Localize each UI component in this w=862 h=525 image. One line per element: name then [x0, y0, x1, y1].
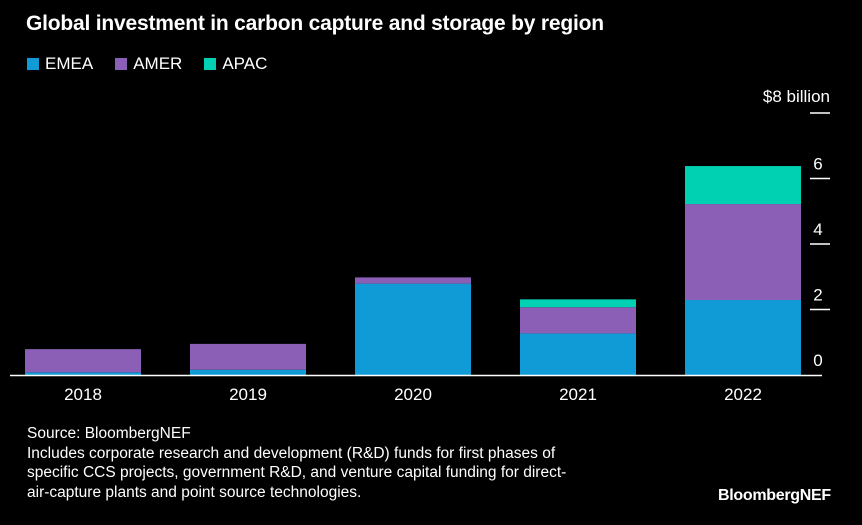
x-tick-label: 2022 [724, 385, 762, 404]
bar-emea-2019 [190, 369, 306, 375]
legend-label: EMEA [45, 54, 94, 73]
bar-amer-2020 [355, 277, 471, 284]
note-line: specific CCS projects, government R&D, a… [27, 464, 567, 481]
legend: EMEA AMER APAC [27, 54, 289, 74]
bar-emea-2021 [520, 333, 636, 375]
source-note: Source: BloombergNEF [27, 425, 191, 442]
legend-label: AMER [133, 54, 183, 73]
legend-swatch-amer [115, 58, 128, 70]
legend-item-emea: EMEA [27, 54, 93, 74]
bar-apac-2021 [520, 299, 636, 308]
bar-emea-2020 [355, 283, 471, 375]
chart-title: Global investment in carbon capture and … [26, 12, 604, 35]
bar-amer-2019 [190, 343, 306, 370]
x-tick-label: 2021 [559, 385, 597, 404]
y-tick-label: 6 [813, 155, 822, 174]
brand-logo: BloombergNEF [718, 487, 831, 504]
note-line: air-capture plants and point source tech… [27, 483, 362, 501]
bar-emea-2022 [685, 300, 801, 375]
y-unit-label: $8 billion [763, 87, 830, 106]
bar-apac-2022 [685, 166, 801, 205]
y-tick-label: 4 [813, 220, 822, 239]
legend-item-amer: AMER [115, 54, 182, 74]
bar-amer-2021 [520, 307, 636, 334]
bar-amer-2022 [685, 204, 801, 301]
y-tick-label: 2 [813, 286, 822, 305]
legend-swatch-emea [27, 58, 39, 70]
bar-amer-2018 [25, 349, 141, 373]
x-tick-label: 2019 [229, 385, 267, 404]
bar-emea-2018 [25, 372, 141, 375]
note-line: Includes corporate research and developm… [27, 444, 556, 462]
x-tick-label: 2018 [64, 385, 102, 404]
legend-swatch-apac [204, 58, 217, 70]
legend-item-apac: APAC [204, 54, 267, 74]
x-tick-label: 2020 [394, 385, 432, 404]
footnotes: Source: BloombergNEF Includes corporate … [27, 424, 566, 502]
y-tick-label: 0 [813, 351, 822, 370]
legend-label: APAC [222, 54, 268, 73]
